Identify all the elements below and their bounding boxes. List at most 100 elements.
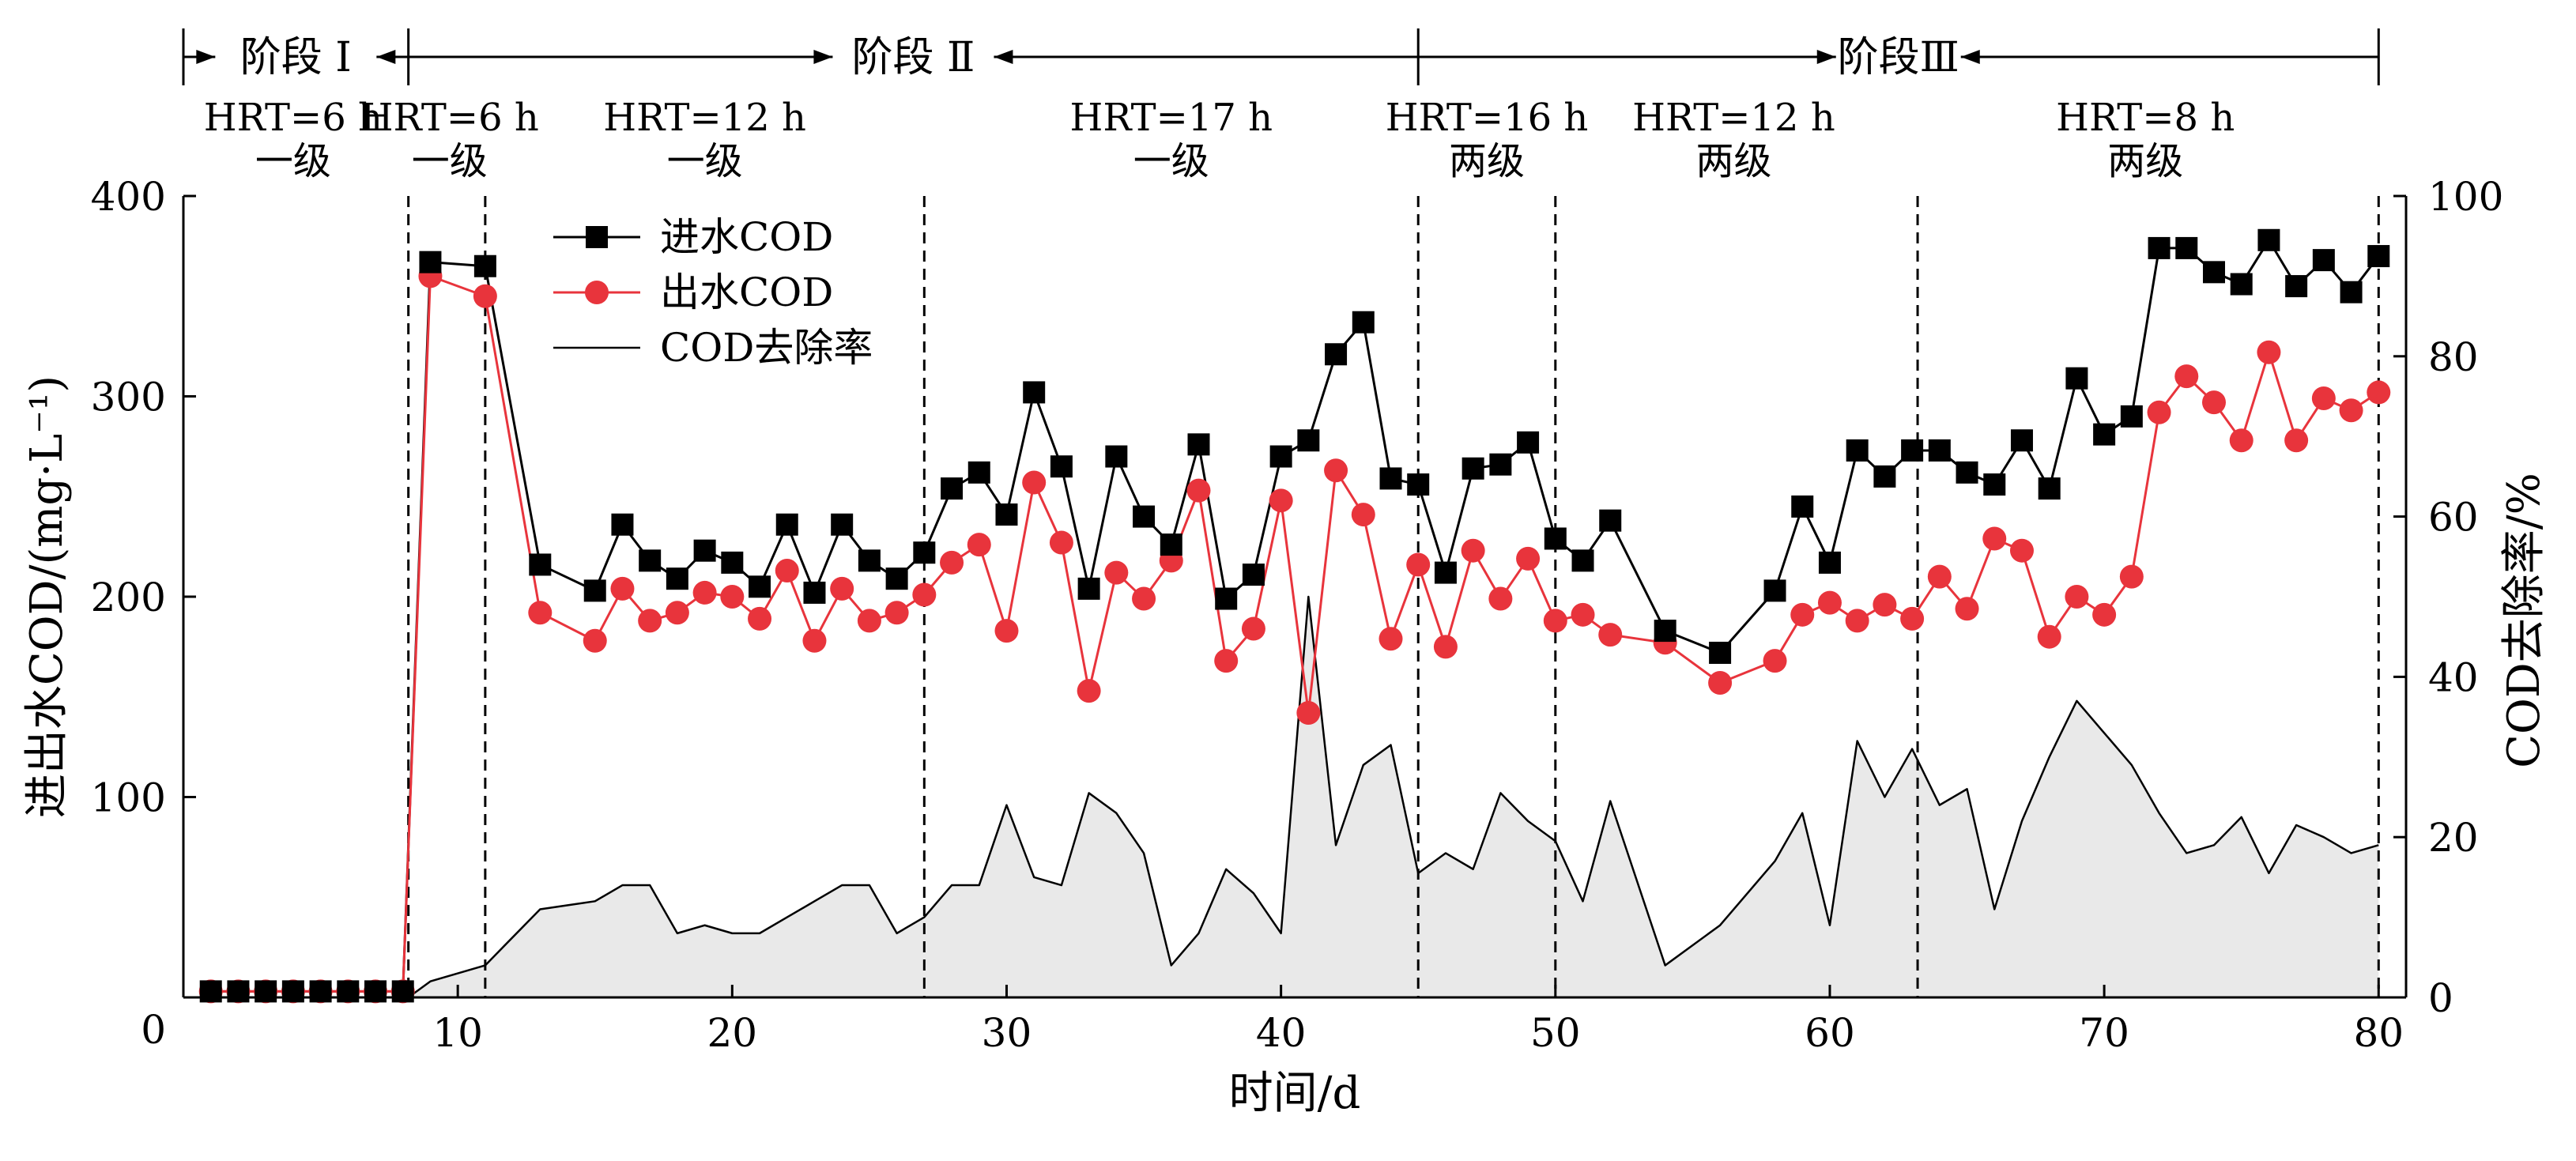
effluent-cod-point [802,628,827,653]
stage-level-label: 两级 [2107,139,2183,183]
influent-cod-point [1544,527,1567,550]
influent-cod-point [1599,509,1622,532]
x-tick-label: 80 [2353,1010,2404,1056]
effluent-cod-point [1927,564,1952,589]
hrt-label: HRT=12 h [1632,96,1835,140]
hrt-label: HRT=12 h [603,96,806,140]
influent-cod-point [1077,577,1100,600]
stage-arrow-head [994,50,1013,64]
effluent-cod-point [1461,538,1485,563]
legend-influent-marker [586,226,608,248]
effluent-cod-point [473,284,497,308]
influent-cod-point [1928,439,1951,462]
effluent-cod-point [1598,623,1623,647]
stage-arrow-head [196,50,216,64]
influent-cod-point [1325,343,1348,366]
influent-cod-point [1379,467,1402,490]
y-right-tick-label: 80 [2428,334,2479,380]
influent-cod-point [1269,445,1292,468]
influent-cod-point [2010,429,2033,452]
x-tick-label: 60 [1805,1010,1855,1056]
y-right-tick-label: 100 [2428,174,2503,220]
influent-cod-point [1901,439,1924,462]
influent-cod-point [1297,429,1320,452]
influent-cod-point [1846,439,1869,462]
effluent-cod-point [1763,649,1787,673]
effluent-cod-point [2339,398,2363,423]
influent-cod-point [1160,533,1182,556]
effluent-cod-point [1241,616,1265,641]
effluent-cod-point [2009,538,2034,563]
influent-cod-point [967,461,990,484]
effluent-cod-point [967,533,991,557]
effluent-cod-point [2367,380,2391,405]
influent-cod-point [721,551,744,574]
y-right-axis-title: COD去除率/% [2499,473,2550,768]
influent-cod-point [1763,579,1786,602]
stage-arrow-head [376,50,396,64]
influent-cod-point [337,980,360,1003]
influent-cod-point [1434,561,1457,584]
effluent-cod-point [1708,671,1733,695]
influent-cod-point [1407,473,1430,496]
influent-cod-point [2202,261,2225,284]
influent-cod-point [749,575,771,598]
effluent-cod-point [1516,546,1541,571]
hrt-label: HRT=8 h [2056,96,2235,140]
influent-cod-point [2257,228,2280,251]
stage-label: 阶段Ⅲ [1838,34,1959,81]
influent-cod-point [2065,367,2088,390]
x-tick-label: 40 [1256,1010,1307,1056]
effluent-cod-point [1104,560,1129,585]
legend-removal-label: COD去除率 [660,325,873,371]
effluent-cod-point [1571,602,1595,627]
y-right-tick-label: 40 [2428,654,2479,700]
influent-cod-point [1023,381,1046,404]
effluent-cod-point [2229,428,2254,453]
influent-cod-point [639,549,662,572]
effluent-cod-point [940,550,964,575]
stage-level-label: 一级 [412,139,488,183]
effluent-cod-point [775,559,799,583]
stage-level-label: 两级 [1695,139,1771,183]
influent-cod-point [1571,549,1594,572]
y-right-tick-label: 0 [2428,975,2453,1021]
y-left-tick-label: 300 [91,375,166,420]
influent-cod-point [693,539,716,562]
influent-cod-point [391,980,414,1003]
x-tick-label: 30 [982,1010,1032,1056]
y-left-origin-label: 0 [141,1007,166,1053]
influent-cod-point [1187,433,1210,456]
removal-rate-line [210,595,2379,999]
influent-cod-point [1461,457,1484,480]
effluent-cod-point [1873,593,1897,617]
effluent-cod-point [1049,530,1073,555]
x-axis-title: 时间/d [1229,1068,1361,1119]
removal-rate-area-layer [210,597,2379,997]
effluent-cod-point [1077,679,1101,703]
legend-effluent-marker [585,281,609,304]
influent-cod-point [419,251,442,273]
stage-label: 阶段 Ⅱ [852,34,975,81]
influent-cod-point [2230,273,2253,296]
effluent-cod-point [1351,503,1375,527]
effluent-cod-point [1817,590,1842,615]
influent-cod-point [1818,551,1841,574]
influent-cod-point [2312,249,2335,272]
influent-cod-point [1133,505,1156,528]
y-left-tick-label: 100 [91,775,166,821]
stage-level-label: 一级 [1133,139,1209,183]
influent-cod-point [2148,236,2171,259]
removal-rate-area [210,597,2379,997]
stage-label: 阶段 Ⅰ [240,34,352,81]
stage-arrow-head [1816,50,1836,64]
influent-cod-point [199,980,222,1003]
effluent-cod-point [748,606,772,631]
influent-cod-point [1105,445,1128,468]
influent-cod-point [1709,641,1732,664]
effluent-cod-point [994,619,1019,643]
stage-level-label: 两级 [1449,139,1525,183]
influent-cod-point [1873,465,1896,488]
